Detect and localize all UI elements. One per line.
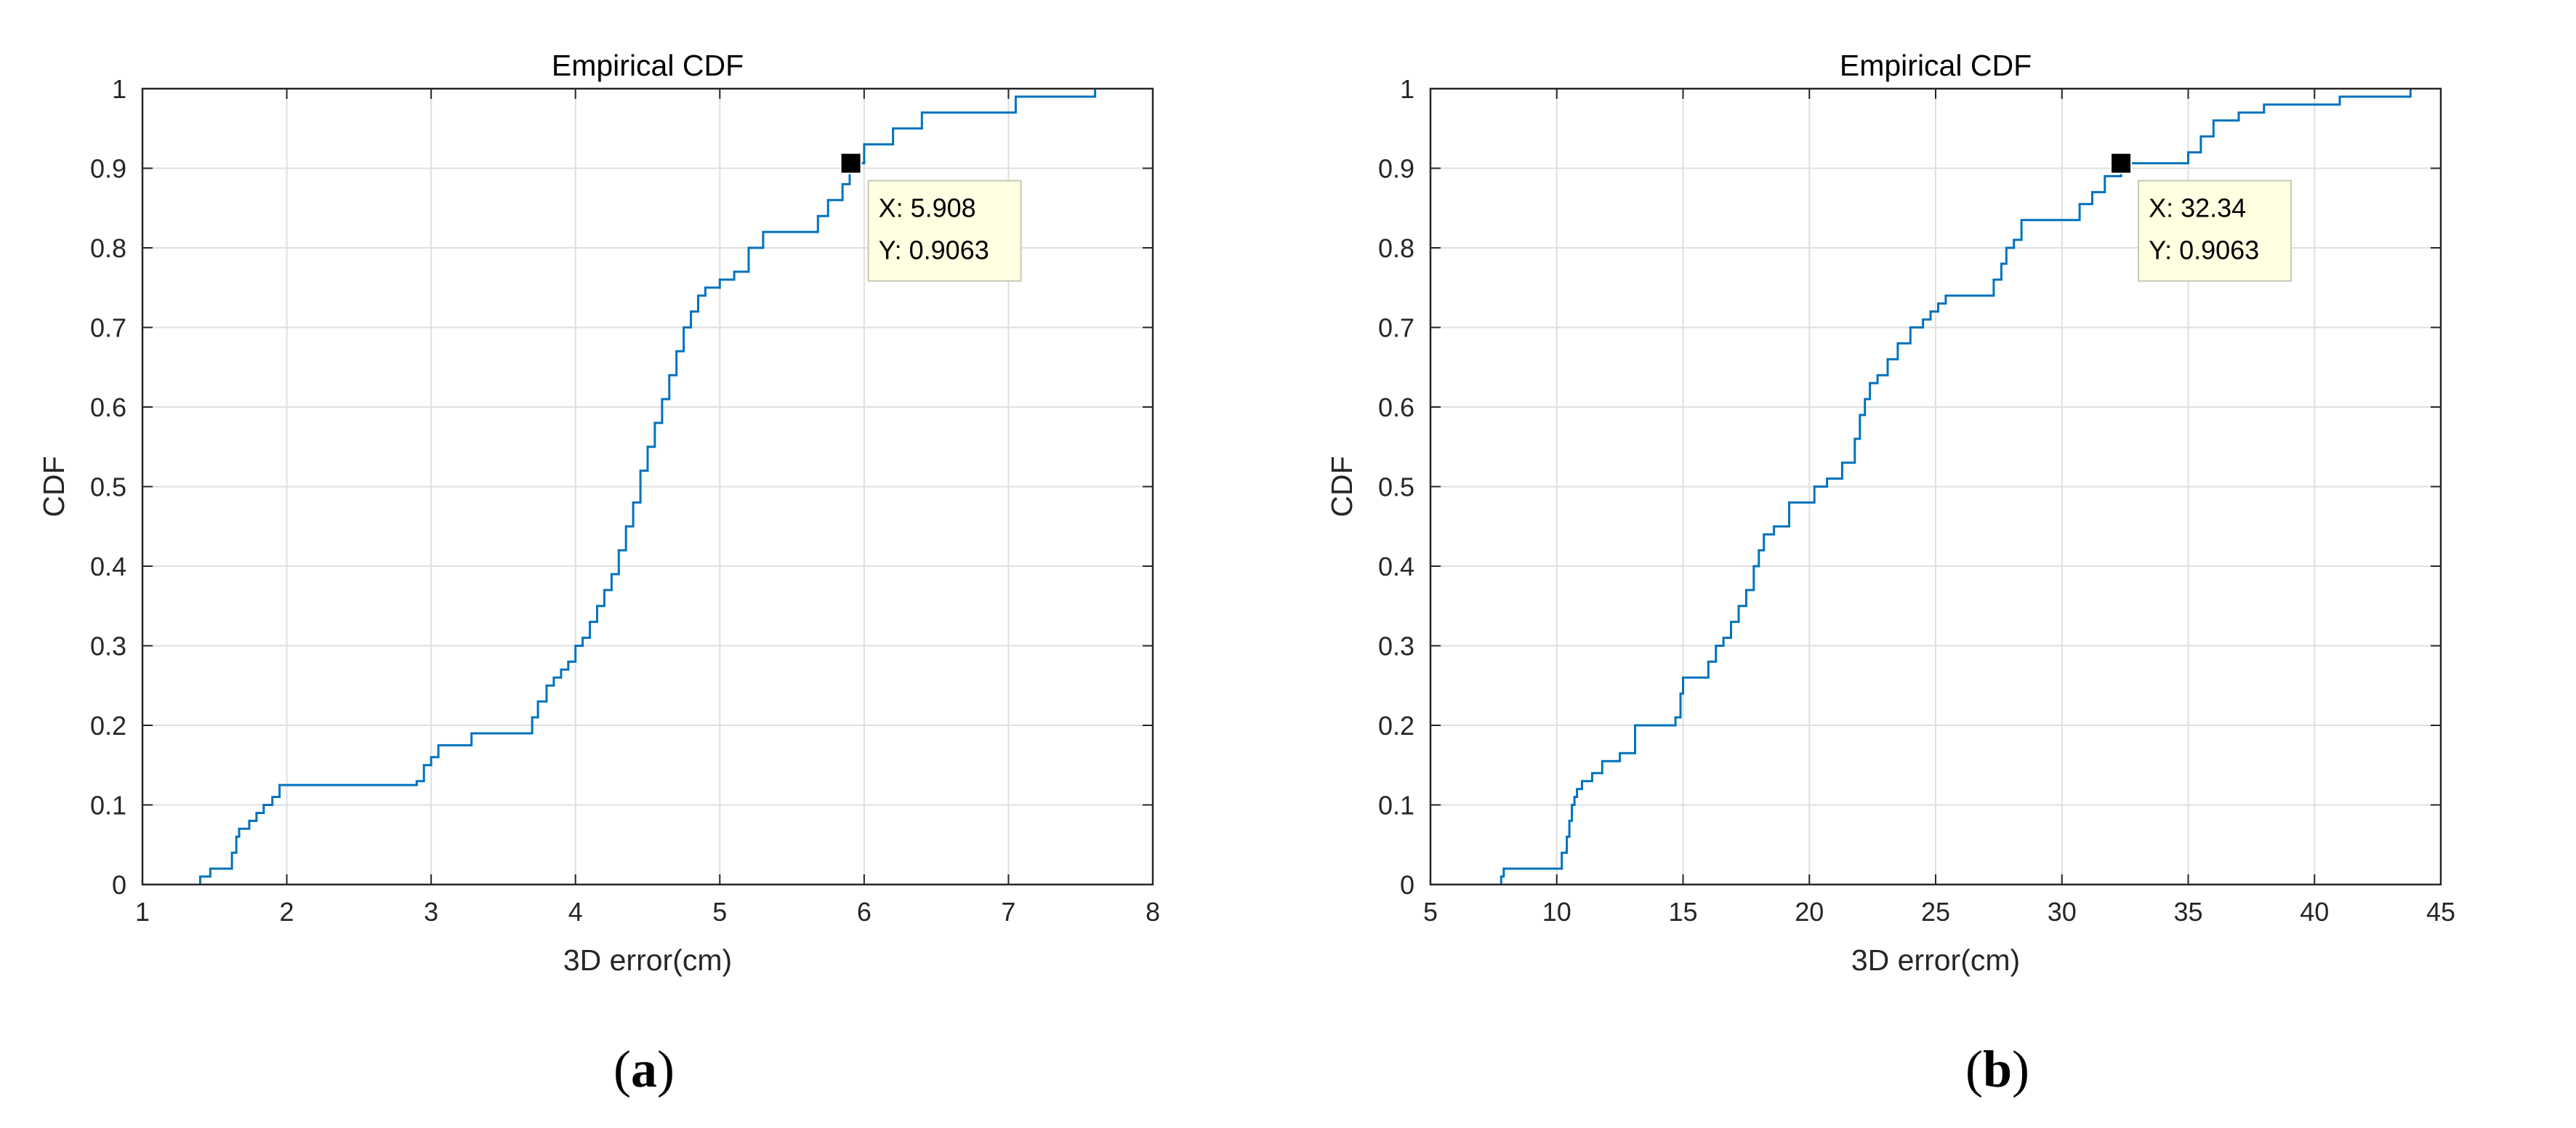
y-tick-label: 0.4 [1378,552,1414,581]
y-tick-label: 0 [1400,870,1414,900]
y-tick-label: 0.3 [1378,632,1414,661]
datatip-box [2138,180,2293,282]
x-axis-label: 3D error(cm) [1851,943,2020,977]
x-tick-label: 20 [1795,897,1824,927]
chart-panel-b: 5 10 15 20 25 30 35 40 45 0 0.1 0.2 0.3 0.4 0.5 0.6 0.7 0… [1325,49,2455,977]
y-tick-label: 0.9 [1378,154,1414,184]
x-tick-label: 25 [1921,897,1950,927]
y-tick-label: 0.1 [1378,791,1414,821]
y-tick-label: 0.2 [90,711,126,741]
datatip-x-text: X: 5.908 [879,193,976,223]
caption-a: (a) [571,1039,717,1100]
datatip-marker [840,152,862,174]
x-tick-label: 5 [1423,897,1438,927]
x-tick-label: 6 [857,897,872,927]
datatip-y-text: Y: 0.9063 [2149,235,2259,265]
x-tick-label: 2 [280,897,294,927]
y-tick-label: 0.8 [90,233,126,263]
x-tick-label: 30 [2048,897,2077,927]
cdf-series-line [198,89,1097,885]
y-tick-label: 0.4 [90,552,126,581]
y-tick-label: 0.7 [1378,313,1414,343]
caption-b-text: (b) [1965,1040,2029,1098]
y-tick-label: 0 [112,870,126,900]
y-tick-label: 1 [1400,74,1414,104]
y-tick-label: 0.6 [1378,392,1414,422]
x-tick-label: 10 [1542,897,1571,927]
caption-a-text: (a) [613,1040,675,1098]
y-tick-label: 0.3 [90,632,126,661]
x-tick-label: 1 [135,897,150,927]
x-tick-label: 3 [424,897,438,927]
chart-title: Empirical CDF [552,49,744,82]
y-tick-label: 0.7 [90,313,126,343]
y-tick-label: 0.9 [90,154,126,184]
datatip-y-text: Y: 0.9063 [879,235,989,265]
x-tick-label: 15 [1668,897,1697,927]
x-tick-label: 4 [568,897,583,927]
y-axis-label: CDF [1325,456,1359,517]
chart-title: Empirical CDF [1840,49,2032,82]
y-tick-label: 0.1 [90,791,126,821]
datatip-box [867,180,1022,282]
caption-b: (b) [1925,1039,2070,1100]
x-tick-label: 7 [1001,897,1015,927]
y-axis-label: CDF [37,456,71,517]
datatip-x-text: X: 32.34 [2149,193,2246,223]
x-axis-label: 3D error(cm) [563,943,732,977]
y-tick-label: 1 [112,74,126,104]
y-tick-label: 0.5 [1378,472,1414,502]
y-tick-label: 0.5 [90,472,126,502]
x-tick-label: 35 [2173,897,2202,927]
cdf-series-line [1500,89,2412,885]
x-tick-label: 5 [712,897,727,927]
x-tick-label: 8 [1146,897,1160,927]
datatip-marker [2110,152,2133,174]
x-tick-label: 40 [2300,897,2329,927]
x-tick-label: 45 [2426,897,2455,927]
y-tick-label: 0.6 [90,392,126,422]
chart-panel-a: 1 2 3 4 5 6 7 8 0 0.1 0.2 0.3 0.4 0.5 0.6 0.7 0.8 0.9 1 Emp… [37,49,1160,977]
y-tick-label: 0.2 [1378,711,1414,741]
y-tick-label: 0.8 [1378,233,1414,263]
